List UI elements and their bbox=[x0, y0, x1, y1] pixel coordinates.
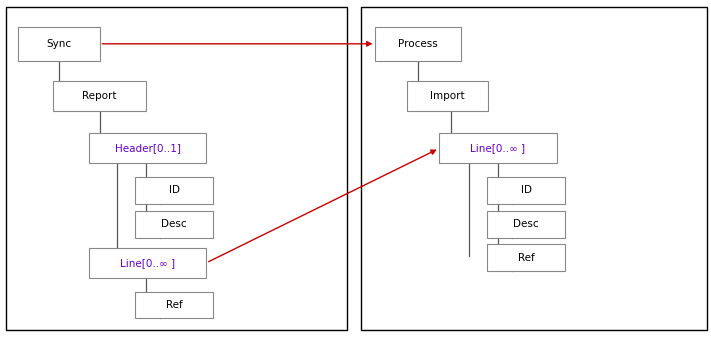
FancyBboxPatch shape bbox=[487, 211, 565, 238]
FancyBboxPatch shape bbox=[89, 248, 206, 278]
FancyBboxPatch shape bbox=[487, 244, 565, 271]
FancyBboxPatch shape bbox=[407, 81, 488, 111]
Text: ID: ID bbox=[520, 185, 532, 195]
FancyBboxPatch shape bbox=[53, 81, 146, 111]
FancyBboxPatch shape bbox=[361, 7, 707, 330]
FancyBboxPatch shape bbox=[487, 177, 565, 204]
Text: Ref: Ref bbox=[166, 300, 183, 310]
Text: Ref: Ref bbox=[518, 253, 535, 263]
FancyBboxPatch shape bbox=[375, 27, 461, 61]
Text: ID: ID bbox=[169, 185, 180, 195]
FancyBboxPatch shape bbox=[89, 133, 206, 163]
FancyBboxPatch shape bbox=[135, 292, 213, 318]
Text: Header[0..1]: Header[0..1] bbox=[114, 143, 181, 153]
FancyBboxPatch shape bbox=[439, 133, 557, 163]
Text: Line[0..∞ ]: Line[0..∞ ] bbox=[471, 143, 525, 153]
Text: Desc: Desc bbox=[161, 219, 187, 229]
Text: Import: Import bbox=[430, 91, 465, 101]
Text: Process: Process bbox=[398, 39, 438, 49]
FancyBboxPatch shape bbox=[135, 211, 213, 238]
FancyBboxPatch shape bbox=[135, 177, 213, 204]
Text: Line[0..∞ ]: Line[0..∞ ] bbox=[120, 258, 175, 268]
FancyBboxPatch shape bbox=[18, 27, 100, 61]
Text: Report: Report bbox=[82, 91, 117, 101]
Text: Sync: Sync bbox=[46, 39, 71, 49]
Text: Desc: Desc bbox=[513, 219, 539, 229]
FancyBboxPatch shape bbox=[6, 7, 347, 330]
